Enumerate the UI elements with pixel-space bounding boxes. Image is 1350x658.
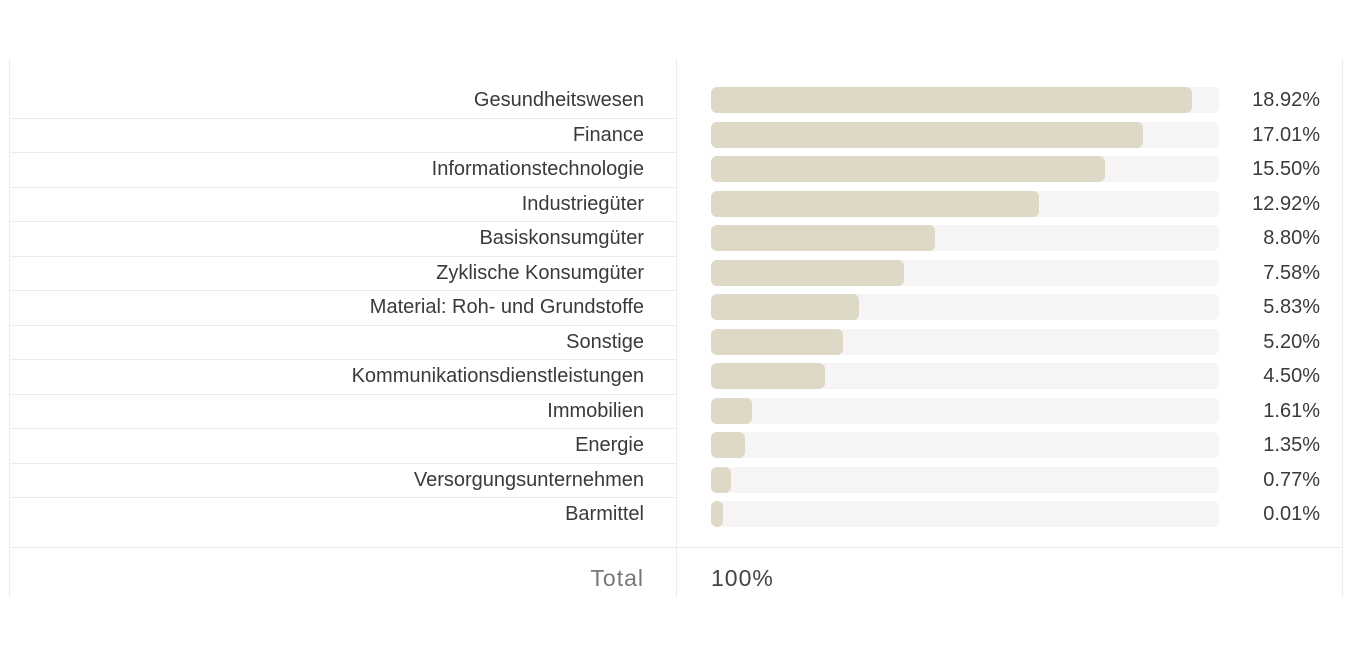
column-divider (676, 58, 677, 598)
bar (711, 225, 935, 251)
value-label: 4.50% (1263, 365, 1320, 387)
total-label: Total (590, 565, 644, 591)
chart-row: Barmittel 0.01% (9, 497, 1343, 531)
chart-row: Finance 17.01% (9, 117, 1343, 152)
chart-row: Sonstige 5.20% (9, 324, 1343, 359)
value-label: 12.92% (1252, 192, 1320, 215)
bar (711, 190, 1040, 217)
bar-track (711, 397, 1219, 424)
bar-track (711, 121, 1219, 148)
bar (711, 397, 752, 424)
category-label: Industriegüter (521, 192, 644, 215)
row-divider (9, 290, 676, 291)
bar (711, 466, 731, 493)
bar-track (711, 363, 1219, 389)
value-label: 15.50% (1252, 158, 1320, 180)
row-divider (9, 221, 676, 222)
bar-track (711, 259, 1219, 286)
category-label: Basiskonsumgüter (479, 227, 644, 249)
chart-row: Basiskonsumgüter 8.80% (9, 221, 1343, 255)
value-label: 17.01% (1252, 123, 1320, 146)
chart-row: Versorgungsunternehmen 0.77% (9, 462, 1343, 497)
category-label: Informationstechnologie (431, 158, 644, 180)
bar (711, 328, 844, 355)
total-value: 100% (711, 565, 774, 591)
chart-row: Immobilien 1.61% (9, 393, 1343, 428)
bar (711, 156, 1105, 182)
category-label: Versorgungsunternehmen (413, 468, 644, 491)
bar (711, 363, 826, 389)
bar-track (711, 156, 1219, 182)
total-divider (9, 547, 1343, 548)
panel-right-border (1342, 58, 1343, 598)
row-divider (9, 393, 676, 395)
row-divider (9, 428, 676, 429)
panel-left-border (9, 58, 10, 598)
category-label: Energie (575, 434, 644, 456)
value-label: 0.77% (1263, 468, 1320, 491)
row-divider (9, 255, 676, 257)
allocation-chart: Gesundheitswesen 18.92% Finance 17.01% Infor… (9, 58, 1343, 598)
bar-track (711, 225, 1219, 251)
category-label: Material: Roh- und Grundstoffe (369, 296, 644, 318)
bar-track (711, 501, 1219, 527)
value-label: 1.61% (1263, 399, 1320, 422)
bar-track (711, 294, 1219, 320)
bar (711, 121, 1144, 148)
row-divider (9, 497, 676, 498)
category-label: Finance (572, 123, 644, 146)
category-label: Barmittel (565, 503, 644, 525)
value-label: 0.01% (1263, 503, 1320, 525)
bar (711, 87, 1192, 113)
row-divider (9, 462, 676, 464)
bar (711, 432, 746, 458)
chart-row: Informationstechnologie 15.50% (9, 152, 1343, 186)
category-label: Gesundheitswesen (473, 89, 644, 111)
chart-row: Zyklische Konsumgüter 7.58% (9, 255, 1343, 290)
value-label: 18.92% (1252, 89, 1320, 111)
row-divider (9, 117, 676, 119)
category-label: Immobilien (547, 399, 644, 422)
category-label: Kommunikationsdienstleistungen (351, 365, 644, 387)
chart-row: Material: Roh- und Grundstoffe 5.83% (9, 290, 1343, 324)
value-label: 5.20% (1263, 330, 1320, 353)
row-divider (9, 152, 676, 153)
chart-row: Energie 1.35% (9, 428, 1343, 462)
value-label: 8.80% (1263, 227, 1320, 249)
chart-row: Gesundheitswesen 18.92% (9, 83, 1343, 117)
bar (711, 294, 860, 320)
bar-track (711, 432, 1219, 458)
chart-row: Kommunikationsdienstleistungen 4.50% (9, 359, 1343, 393)
value-label: 1.35% (1263, 434, 1320, 456)
row-divider (9, 186, 676, 188)
bar (711, 501, 723, 527)
bar-track (711, 87, 1219, 113)
row-divider (9, 324, 676, 326)
category-label: Zyklische Konsumgüter (436, 261, 644, 284)
value-label: 5.83% (1263, 296, 1320, 318)
category-label: Sonstige (566, 330, 644, 353)
bar-track (711, 328, 1219, 355)
row-divider (9, 359, 676, 360)
bar-track (711, 466, 1219, 493)
bar-track (711, 190, 1219, 217)
value-label: 7.58% (1263, 261, 1320, 284)
bar (711, 259, 904, 286)
chart-row: Industriegüter 12.92% (9, 186, 1343, 221)
